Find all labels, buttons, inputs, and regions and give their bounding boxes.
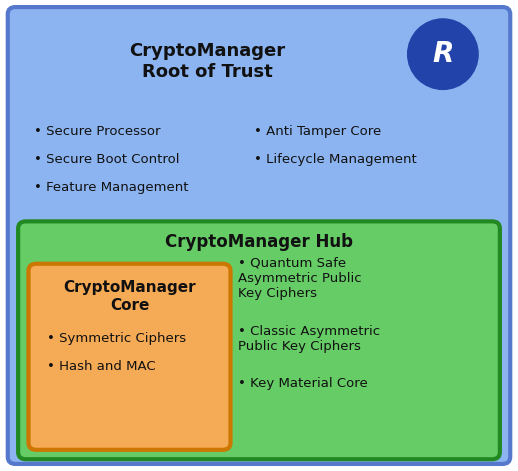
Text: CryptoManager
Root of Trust: CryptoManager Root of Trust	[129, 42, 285, 81]
Text: • Anti Tamper Core: • Anti Tamper Core	[254, 125, 381, 138]
Text: • Key Material Core: • Key Material Core	[238, 377, 368, 390]
FancyBboxPatch shape	[18, 221, 500, 459]
Text: • Secure Boot Control: • Secure Boot Control	[34, 153, 179, 166]
FancyBboxPatch shape	[28, 264, 231, 450]
Text: • Lifecycle Management: • Lifecycle Management	[254, 153, 416, 166]
Text: CryptoManager
Core: CryptoManager Core	[63, 280, 196, 313]
Text: R: R	[432, 40, 454, 68]
Text: • Classic Asymmetric
Public Key Ciphers: • Classic Asymmetric Public Key Ciphers	[238, 325, 380, 353]
Ellipse shape	[408, 19, 478, 89]
FancyBboxPatch shape	[8, 7, 510, 464]
Text: • Feature Management: • Feature Management	[34, 181, 188, 195]
Text: • Secure Processor: • Secure Processor	[34, 125, 160, 138]
Text: • Quantum Safe
Asymmetric Public
Key Ciphers: • Quantum Safe Asymmetric Public Key Cip…	[238, 257, 362, 300]
Text: CryptoManager Hub: CryptoManager Hub	[165, 233, 353, 251]
Text: • Symmetric Ciphers: • Symmetric Ciphers	[47, 332, 186, 345]
Text: • Hash and MAC: • Hash and MAC	[47, 360, 155, 374]
